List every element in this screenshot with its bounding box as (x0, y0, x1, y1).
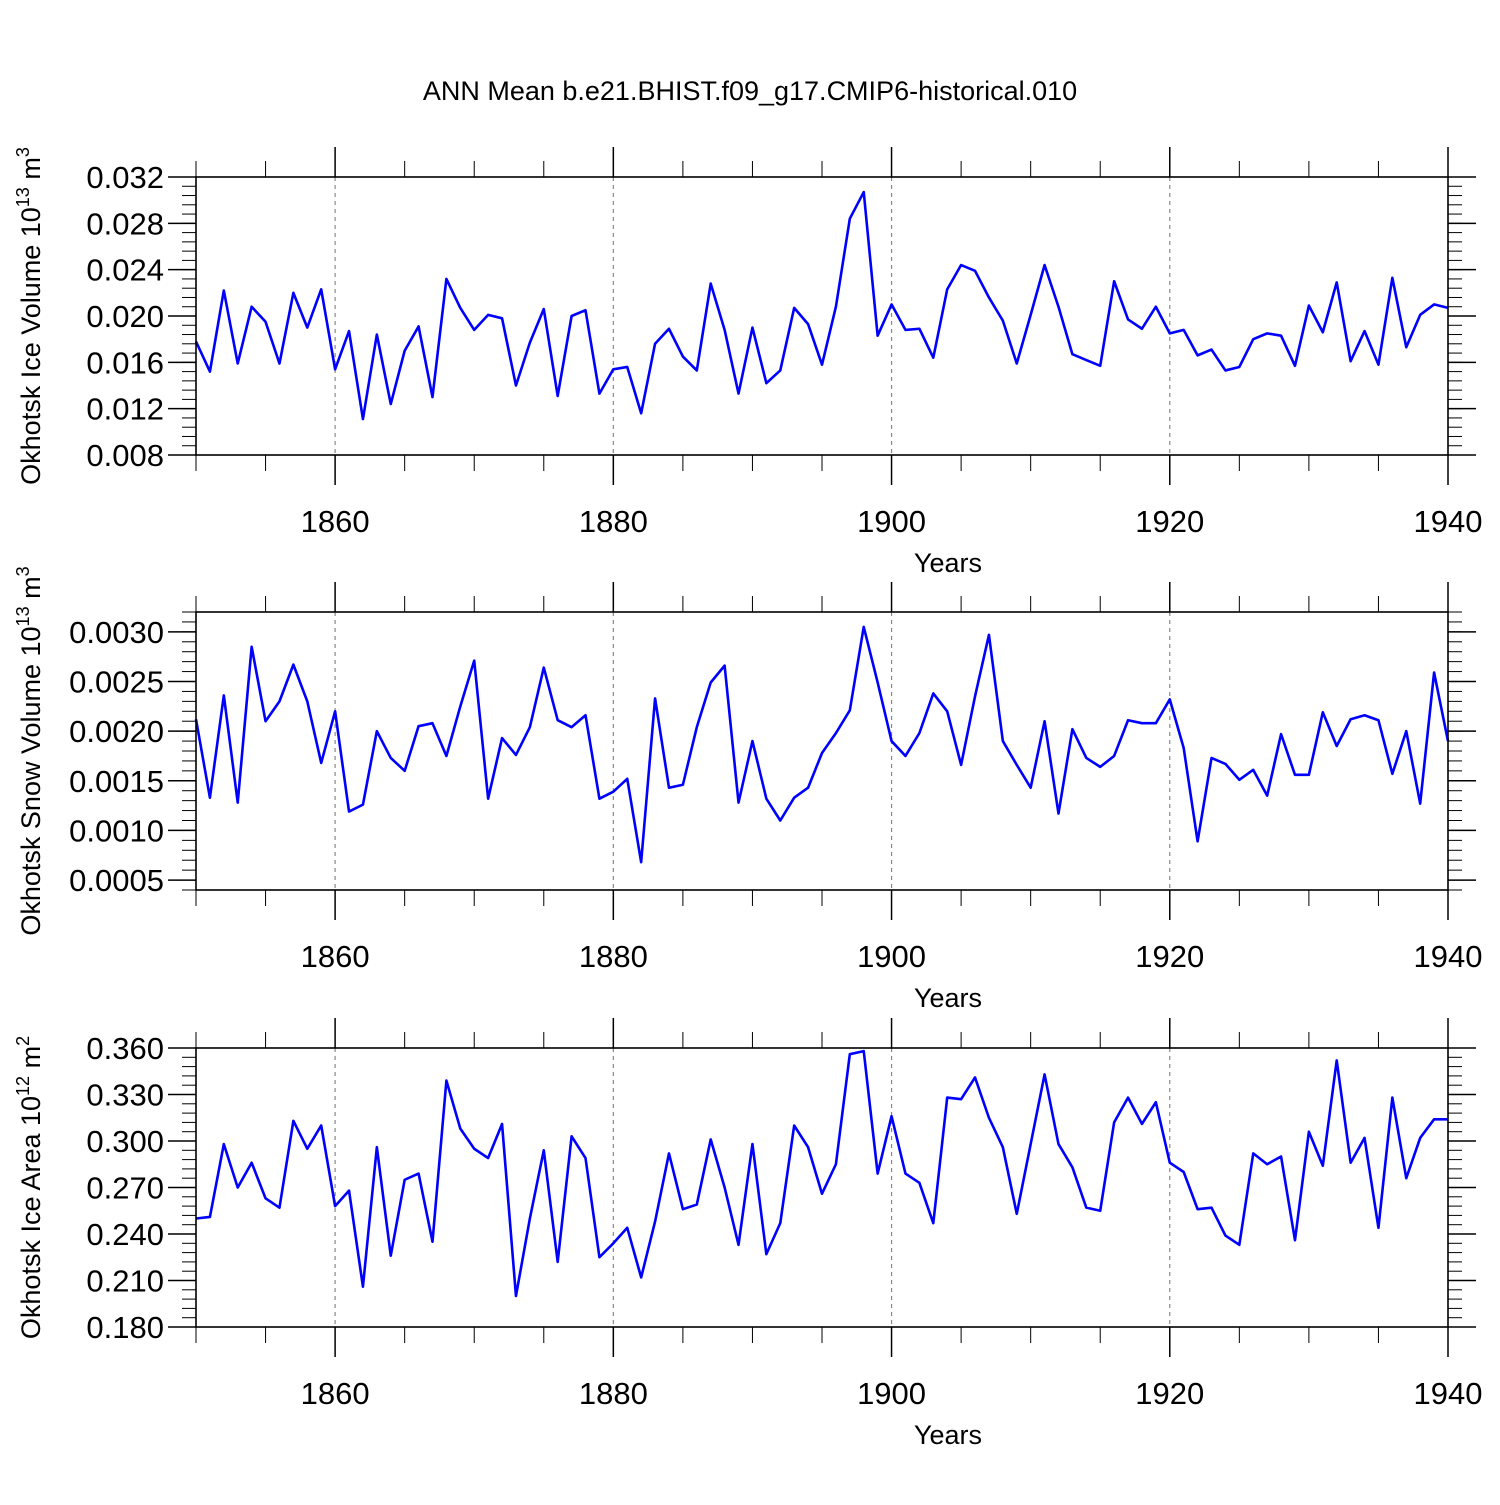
x-tick-label: 1860 (301, 939, 370, 974)
x-tick-label: 1920 (1135, 504, 1204, 539)
y-axis-label-exponent: 12 (13, 1076, 33, 1096)
x-tick-label: 1860 (301, 504, 370, 539)
y-axis-label-unit-exponent: 3 (13, 147, 33, 157)
y-tick-label: 0.0025 (69, 665, 164, 700)
series-line (195, 1049, 1448, 1298)
panel-1: 1860 1880 1900 1920 1940 0.008 0.012 0.016 0.020… (13, 147, 1482, 578)
y-tick-label: 0.012 (86, 392, 164, 427)
series-line (194, 625, 1450, 864)
figure-title: ANN Mean b.e21.BHIST.f09_g17.CMIP6-histo… (423, 76, 1077, 106)
x-axis-label: Years (914, 1420, 982, 1450)
y-axis-label: Okhotsk Ice Volume 1013 m3 (13, 147, 46, 485)
panel-3: 1860 1880 1900 1920 1940 0.180 0.210 0.240 0.270… (13, 1018, 1482, 1450)
x-tick-label: 1860 (301, 1376, 370, 1411)
y-axis-label-unit-exponent: 2 (13, 1036, 33, 1046)
y-tick-label: 0.360 (86, 1031, 164, 1066)
y-tick-label: 0.240 (86, 1217, 164, 1252)
series-line (194, 190, 1449, 421)
y-tick-label: 0.330 (86, 1078, 164, 1113)
y-axis-label-main: Okhotsk Ice Area 10 (16, 1096, 46, 1339)
y-axis-label: Okhotsk Snow Volume 1013 m3 (13, 566, 46, 935)
x-tick-label: 1880 (579, 1376, 648, 1411)
y-tick-label: 0.020 (86, 299, 164, 334)
y-tick-label: 0.032 (86, 160, 164, 195)
y-tick-label: 0.0020 (69, 714, 164, 749)
y-tick-label: 0.300 (86, 1124, 164, 1159)
x-axis-label: Years (914, 983, 982, 1013)
x-tick-label: 1940 (1414, 1376, 1483, 1411)
plot-frame (195, 176, 1449, 456)
plot-frame (195, 1047, 1449, 1328)
y-tick-label: 0.016 (86, 345, 164, 380)
y-axis-label-exponent: 13 (13, 606, 33, 626)
x-tick-label: 1920 (1135, 939, 1204, 974)
x-tick-label: 1880 (579, 504, 648, 539)
x-tick-label: 1880 (579, 939, 648, 974)
y-axis-label-unit-exponent: 3 (13, 566, 33, 576)
y-tick-label: 0.210 (86, 1264, 164, 1299)
y-tick-label: 0.024 (86, 253, 164, 288)
y-axis-label-main: Okhotsk Ice Volume 10 (16, 207, 46, 485)
plot-frame (195, 611, 1449, 891)
x-tick-label: 1900 (857, 504, 926, 539)
panel-2: 1860 1880 1900 1920 1940 0.0005 0.0010 0.0015 0.… (13, 566, 1482, 1013)
x-tick-label: 1940 (1414, 939, 1483, 974)
y-tick-label: 0.0015 (69, 764, 164, 799)
y-axis-label: Okhotsk Ice Area 1012 m2 (13, 1036, 46, 1339)
y-axis-label-unit: m (16, 576, 46, 606)
y-axis-label-exponent: 13 (13, 187, 33, 207)
y-tick-label: 0.0010 (69, 813, 164, 848)
x-tick-label: 1900 (857, 939, 926, 974)
y-tick-label: 0.0030 (69, 615, 164, 650)
y-axis-label-unit: m (16, 157, 46, 187)
y-axis-label-main: Okhotsk Snow Volume 10 (16, 626, 46, 935)
y-tick-label: 0.0005 (69, 863, 164, 898)
x-tick-label: 1920 (1135, 1376, 1204, 1411)
y-tick-label: 0.008 (86, 438, 164, 473)
y-axis-label-unit: m (16, 1046, 46, 1076)
x-axis-label: Years (914, 548, 982, 578)
y-tick-label: 0.180 (86, 1310, 164, 1345)
y-tick-label: 0.270 (86, 1171, 164, 1206)
y-tick-label: 0.028 (86, 206, 164, 241)
x-tick-label: 1900 (857, 1376, 926, 1411)
x-tick-label: 1940 (1414, 504, 1483, 539)
